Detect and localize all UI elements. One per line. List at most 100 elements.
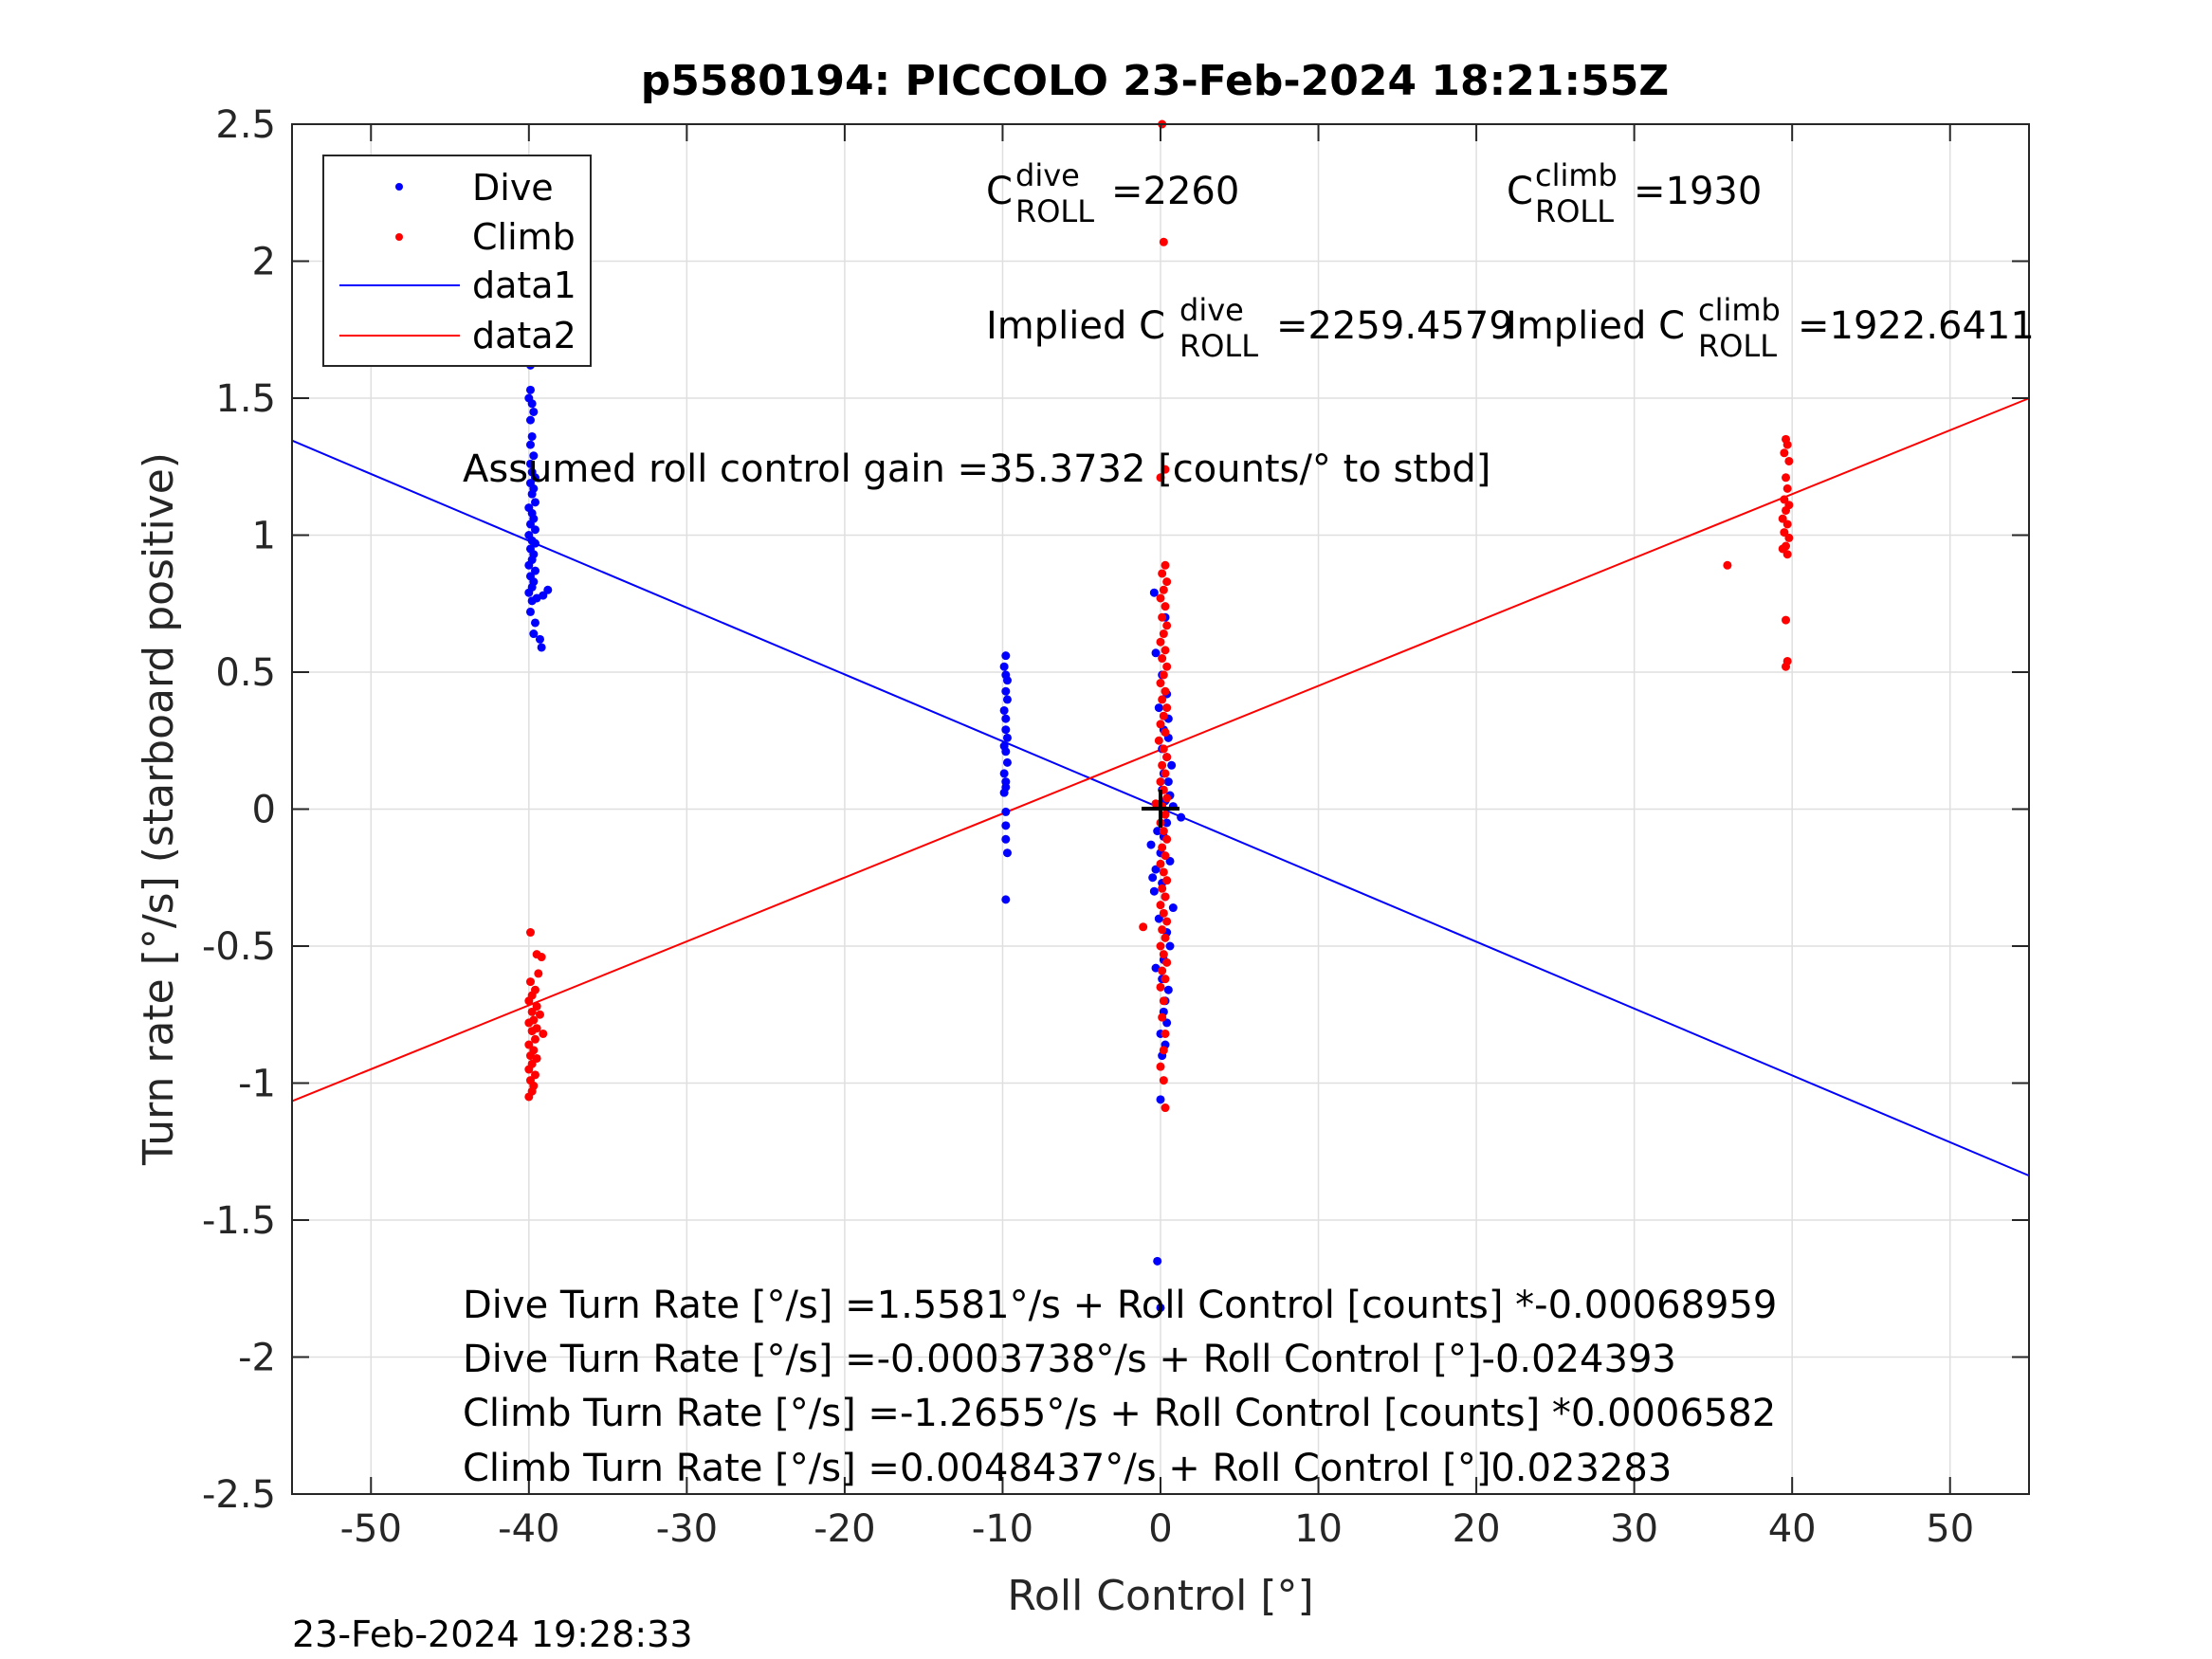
data-point-climb bbox=[1156, 637, 1165, 647]
gain-annotation: Assumed roll control gain =35.3732 [coun… bbox=[463, 447, 1490, 491]
implied-climb-value: =1922.6411 bbox=[1798, 304, 2035, 348]
data-point-climb bbox=[525, 977, 535, 987]
legend-marker-dive bbox=[395, 183, 403, 191]
data-point-dive bbox=[1156, 1095, 1165, 1104]
data-point-climb bbox=[1780, 448, 1789, 458]
data-point-dive bbox=[537, 643, 546, 652]
data-point-climb bbox=[1162, 577, 1172, 587]
fit-climb-degrees: Climb Turn Rate [°/s] =0.0048437°/s + Ro… bbox=[463, 1447, 1672, 1490]
data-point-dive bbox=[1002, 676, 1012, 685]
data-point-climb bbox=[1159, 711, 1168, 720]
c-roll-climb-value: =1930 bbox=[1634, 170, 1762, 213]
data-point-climb bbox=[1156, 679, 1165, 688]
data-point-climb bbox=[1161, 769, 1170, 778]
data-point-climb bbox=[1162, 621, 1172, 630]
y-tick-label: 1 bbox=[252, 515, 276, 558]
data-point-climb bbox=[1159, 827, 1168, 836]
data-point-climb bbox=[1159, 950, 1168, 959]
data-point-climb bbox=[1162, 834, 1172, 844]
data-point-climb bbox=[539, 1029, 548, 1038]
implied-climb-prefix: Implied C bbox=[1506, 304, 1685, 348]
x-tick-label: -20 bbox=[814, 1507, 875, 1551]
data-point-climb bbox=[1162, 876, 1172, 885]
data-point-dive bbox=[525, 607, 535, 616]
data-point-climb bbox=[1162, 753, 1172, 762]
c-roll-dive-value: =2260 bbox=[1111, 170, 1239, 213]
data-point-dive bbox=[1165, 941, 1175, 951]
data-point-dive bbox=[1163, 985, 1173, 994]
x-tick-label: 50 bbox=[1926, 1507, 1974, 1551]
annotations: C dive ROLL =2260 C climb ROLL =1930 Imp… bbox=[463, 157, 2035, 1490]
data-point-dive bbox=[1153, 827, 1162, 836]
data-point-dive bbox=[1001, 651, 1011, 661]
implied-dive: Implied C dive ROLL =2259.4579 bbox=[986, 292, 1513, 364]
data-point-dive bbox=[1177, 812, 1186, 822]
y-tick-label: 2 bbox=[252, 241, 276, 284]
data-point-dive bbox=[525, 415, 535, 425]
tick-marks bbox=[292, 123, 2029, 1495]
data-point-dive bbox=[1001, 895, 1011, 904]
data-point-dive bbox=[1001, 725, 1011, 735]
data-point-climb bbox=[1161, 646, 1170, 655]
data-point-climb bbox=[1158, 843, 1167, 852]
data-point-climb bbox=[1159, 996, 1168, 1006]
data-point-dive bbox=[1156, 1303, 1165, 1312]
data-point-climb bbox=[1158, 695, 1167, 704]
data-point-climb bbox=[1782, 615, 1791, 625]
data-point-climb bbox=[1158, 884, 1167, 893]
data-point-climb bbox=[1159, 744, 1168, 754]
data-point-dive bbox=[527, 431, 537, 441]
c-roll-climb-base: C bbox=[1507, 170, 1533, 213]
x-tick-label: 10 bbox=[1294, 1507, 1343, 1551]
data-point-climb bbox=[1782, 505, 1791, 515]
data-point-climb bbox=[1162, 793, 1172, 803]
data-point-dive bbox=[1001, 747, 1011, 757]
data-point-dive bbox=[1002, 695, 1012, 704]
data-point-climb bbox=[525, 928, 535, 938]
data-point-climb bbox=[1782, 483, 1792, 493]
implied-climb-sup: climb bbox=[1698, 292, 1781, 328]
c-roll-climb-sup: climb bbox=[1535, 157, 1618, 193]
data-point-dive bbox=[527, 399, 537, 409]
data-point-dive bbox=[1154, 703, 1163, 713]
data-point-dive bbox=[530, 525, 539, 535]
data-point-climb bbox=[1159, 670, 1168, 680]
implied-climb-sub: ROLL bbox=[1698, 328, 1777, 364]
y-tick-label: 2.5 bbox=[215, 103, 276, 147]
data-point-dive bbox=[1002, 733, 1012, 742]
c-roll-climb: C climb ROLL =1930 bbox=[1507, 157, 1762, 229]
x-tick-label: 20 bbox=[1453, 1507, 1501, 1551]
data-point-climb bbox=[1782, 520, 1792, 529]
implied-climb: Implied C climb ROLL =1922.6411 bbox=[1506, 292, 2035, 364]
data-point-climb bbox=[1162, 917, 1172, 926]
data-point-climb bbox=[1782, 473, 1791, 483]
data-point-climb bbox=[1782, 662, 1791, 671]
data-point-climb bbox=[1161, 892, 1170, 902]
data-point-dive bbox=[1001, 686, 1011, 696]
fit-dive-degrees: Dive Turn Rate [°/s] =-0.0003738°/s + Ro… bbox=[463, 1338, 1676, 1381]
c-roll-dive-sub: ROLL bbox=[1015, 193, 1094, 229]
y-tick-label: 0 bbox=[252, 789, 276, 832]
chart-title: p5580194: PICCOLO 23-Feb-2024 18:21:55Z bbox=[641, 57, 1669, 105]
data-point-dive bbox=[1001, 807, 1011, 816]
figure-timestamp: 23-Feb-2024 19:28:33 bbox=[292, 1613, 693, 1655]
implied-dive-prefix: Implied C bbox=[986, 304, 1165, 348]
zero-marker bbox=[1142, 790, 1179, 828]
y-tick-labels: -2.5 -2 -1.5 -1 -0.5 0 0.5 1 1.5 2 2.5 bbox=[202, 103, 276, 1517]
legend-label-data1: data1 bbox=[472, 264, 576, 306]
data-point-climb bbox=[1159, 629, 1168, 639]
data-point-dive bbox=[1001, 834, 1011, 844]
x-axis-label: Roll Control [°] bbox=[1007, 1572, 1313, 1620]
y-tick-label: -1 bbox=[238, 1063, 276, 1106]
data-point-climb bbox=[1156, 720, 1165, 729]
y-tick-label: 0.5 bbox=[215, 651, 276, 695]
y-tick-label: -2 bbox=[238, 1337, 276, 1380]
data-point-climb bbox=[1161, 851, 1170, 861]
data-point-climb bbox=[1159, 908, 1168, 918]
x-tick-label: -40 bbox=[498, 1507, 559, 1551]
legend-label-climb: Climb bbox=[472, 216, 576, 258]
y-tick-label: -1.5 bbox=[202, 1199, 276, 1243]
data-point-climb bbox=[1161, 560, 1170, 570]
y-tick-label: -0.5 bbox=[202, 925, 276, 969]
data-point-climb bbox=[1159, 585, 1168, 594]
